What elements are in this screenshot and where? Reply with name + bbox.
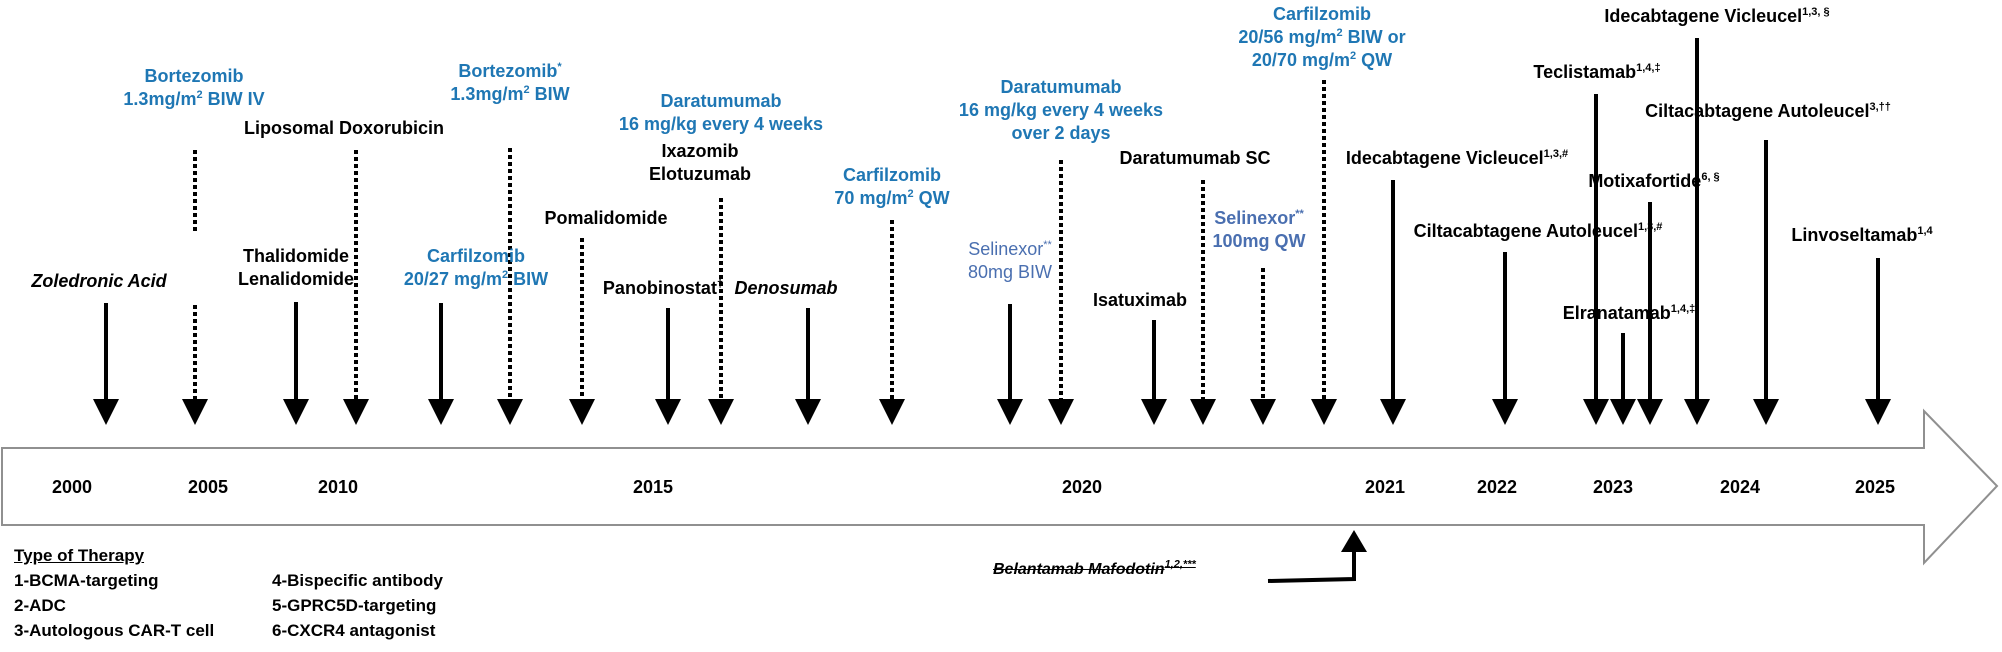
label-teclistamab: Teclistamab1,4,‡ xyxy=(1533,62,1661,82)
legend-item: 6-CXCR4 antagonist xyxy=(272,621,436,640)
label-zoledronic-acid: Zoledronic Acid xyxy=(31,271,167,291)
label-carfilzomib-20-56: Carfilzomib 20/56 mg/m2 BIW or 20/70 mg/… xyxy=(1238,4,1406,70)
event-arrows xyxy=(93,38,1891,425)
label-selinexor-80: Selinexor** 80mg BIW xyxy=(967,239,1053,282)
arrow-daratumumab-2day xyxy=(1048,160,1074,425)
label-ciltacabtagene-2022: Ciltacabtagene Autoleucel1,3,# xyxy=(1413,221,1663,241)
arrow-bortezomib-iv-lower xyxy=(182,305,208,425)
arrow-zoledronic-acid xyxy=(93,303,119,425)
label-bortezomib-sc: Bortezomib* 1.3mg/m2 BIW xyxy=(450,61,570,104)
label-motixafortide: Motixafortide6, § xyxy=(1588,171,1720,191)
arrow-selinexor-80 xyxy=(997,304,1023,425)
arrow-linvoseltamab xyxy=(1865,258,1891,425)
legend-item: 3-Autologous CAR-T cell xyxy=(14,621,215,640)
legend-item: 2-ADC xyxy=(14,596,66,615)
arrow-bortezomib-sc xyxy=(497,148,523,425)
arrow-pomalidomide xyxy=(569,238,595,425)
year-2005: 2005 xyxy=(187,477,229,497)
arrow-liposomal-doxorubicin xyxy=(343,150,369,425)
label-carfilzomib-20-27: Carfilzomib 20/27 mg/m2 BIW xyxy=(403,246,549,289)
arrow-denosumab xyxy=(795,308,821,425)
label-daratumumab-4wk: Daratumumab 16 mg/kg every 4 weeks xyxy=(618,91,824,134)
legend-item: 4-Bispecific antibody xyxy=(272,571,443,590)
year-2010: 2010 xyxy=(317,477,359,497)
arrow-elranatamab xyxy=(1610,333,1636,425)
label-liposomal-doxorubicin: Liposomal Doxorubicin xyxy=(243,118,445,138)
year-2021: 2021 xyxy=(1364,477,1406,497)
arrow-thalidomide-lenalidomide xyxy=(283,302,309,425)
label-daratumumab-sc: Daratumumab SC xyxy=(1119,148,1271,168)
legend-item: 1-BCMA-targeting xyxy=(14,571,159,590)
timeline-arrow xyxy=(1,408,1999,566)
legend-item: 5-GPRC5D-targeting xyxy=(272,596,437,615)
label-bortezomib-iv: Bortezomib 1.3mg/m2 BIW IV xyxy=(123,66,265,109)
legend-column-2: 4-Bispecific antibody 5-GPRC5D-targeting… xyxy=(272,568,443,643)
arrow-isatuximab xyxy=(1141,320,1167,425)
label-denosumab: Denosumab xyxy=(734,278,838,298)
label-isatuximab: Isatuximab xyxy=(1092,290,1188,310)
label-belantamab-mafodotin: Belantamab Mafodotin1,2,*** xyxy=(993,558,1196,578)
arrow-panobinostat xyxy=(655,308,681,425)
label-carfilzomib-70: Carfilzomib 70 mg/m2 QW xyxy=(834,165,950,208)
arrow-carfilzomib-70 xyxy=(879,220,905,425)
year-2022: 2022 xyxy=(1476,477,1518,497)
belantamab-connector xyxy=(1267,547,1356,583)
legend-title: Type of Therapy xyxy=(14,546,145,565)
label-daratumumab-2day: Daratumumab 16 mg/kg every 4 weeks over … xyxy=(958,77,1164,143)
arrow-ixazomib-elotuzumab xyxy=(708,198,734,425)
arrow-carfilzomib-20-27 xyxy=(428,303,454,425)
arrow-selinexor-100 xyxy=(1250,268,1276,425)
label-ixazomib-elotuzumab: Ixazomib Elotuzumab xyxy=(649,141,751,184)
label-idecabtagene-2021: Idecabtagene Vicleucel1,3,# xyxy=(1345,148,1569,168)
year-2020: 2020 xyxy=(1061,477,1103,497)
label-idecabtagene-2024: Idecabtagene Vicleucel1,3, § xyxy=(1604,6,1830,26)
label-ciltacabtagene-2024: Ciltacabtagene Autoleucel3,†† xyxy=(1645,101,1891,121)
year-2000: 2000 xyxy=(51,477,93,497)
arrow-ciltacabtagene-2024 xyxy=(1753,140,1779,425)
label-linvoseltamab: Linvoseltamab1,4 xyxy=(1791,225,1933,245)
legend-column-1: Type of Therapy 1-BCMA-targeting 2-ADC 3… xyxy=(14,543,214,643)
label-elranatamab: Elranatamab1,4,‡ xyxy=(1562,303,1696,323)
year-2015: 2015 xyxy=(632,477,674,497)
label-panobinostat: Panobinostat† xyxy=(602,278,724,298)
year-2024: 2024 xyxy=(1719,477,1761,497)
arrow-carfilzomib-20-56 xyxy=(1311,80,1337,425)
label-selinexor-100: Selinexor** 100mg QW xyxy=(1212,208,1306,251)
arrow-ciltacabtagene-2022 xyxy=(1492,252,1518,425)
year-2025: 2025 xyxy=(1854,477,1896,497)
year-2023: 2023 xyxy=(1592,477,1634,497)
label-pomalidomide: Pomalidomide xyxy=(544,208,668,228)
belantamab-arrowhead xyxy=(1341,530,1367,552)
arrow-daratumumab-sc xyxy=(1190,180,1216,425)
arrow-motixafortide xyxy=(1637,202,1663,425)
label-thalidomide-lenalidomide: Thalidomide Lenalidomide xyxy=(237,246,355,289)
